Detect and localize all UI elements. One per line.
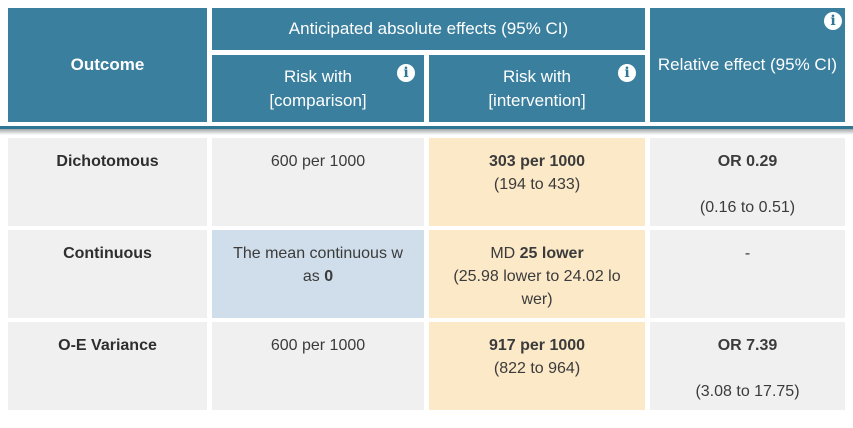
risk-intervention-cell: 917 per 1000 (822 to 964) (429, 322, 645, 410)
risk-comparison-header-label: Risk with [comparison] (269, 66, 367, 110)
relative-effect-cell: OR 7.39 (3.08 to 17.75) (650, 322, 845, 410)
table-body: Dichotomous 600 per 1000 303 per 1000 (1… (8, 138, 845, 410)
intervention-ci: (194 to 433) (493, 176, 581, 193)
intervention-value: MD 25 lower (490, 245, 584, 262)
relative-effect-ci: (3.08 to 17.75) (695, 383, 800, 400)
outcome-cell: Dichotomous (8, 138, 207, 226)
risk-intervention-cell: 303 per 1000 (194 to 433) (429, 138, 645, 226)
risk-intervention-header-label: Risk with [intervention] (488, 66, 586, 110)
relative-effect-value: OR 7.39 (717, 337, 778, 354)
outcome-cell: O-E Variance (8, 322, 207, 410)
risk-comparison-cell: The mean continuous was 0 (212, 230, 424, 318)
spacer (670, 265, 825, 288)
spacer (670, 173, 825, 196)
info-icon[interactable]: i (397, 64, 415, 82)
header-separator (0, 126, 853, 135)
header-separator-shadow (0, 129, 853, 135)
info-icon[interactable]: i (618, 64, 636, 82)
outcome-header-label: Outcome (70, 55, 145, 74)
relative-effect-header: Relative effect (95% CI) i (650, 8, 845, 122)
absolute-effects-header-label: Anticipated absolute effects (95% CI) (288, 19, 569, 38)
intervention-value: 917 per 1000 (488, 337, 586, 354)
spacer (670, 357, 825, 380)
risk-comparison-cell: 600 per 1000 (212, 138, 424, 226)
risk-intervention-cell: MD 25 lower (25.98 lower to 24.02 lower) (429, 230, 645, 318)
relative-effect-header-label: Relative effect (95% CI) (657, 55, 838, 74)
risk-comparison-cell: 600 per 1000 (212, 322, 424, 410)
outcome-header: Outcome (8, 8, 207, 122)
intervention-value: 303 per 1000 (488, 153, 586, 170)
absolute-effects-header: Anticipated absolute effects (95% CI) (212, 8, 645, 50)
intervention-ci: (25.98 lower to 24.02 lower) (453, 268, 621, 308)
intervention-ci: (822 to 964) (493, 360, 581, 377)
risk-comparison-header: Risk with [comparison] i (212, 55, 424, 122)
outcome-cell: Continuous (8, 230, 207, 318)
relative-effect-ci: (0.16 to 0.51) (699, 199, 796, 216)
relative-effect-value: OR 0.29 (717, 153, 778, 170)
header-separator-line (0, 126, 853, 129)
table-header: Outcome Anticipated absolute effects (95… (8, 8, 845, 122)
relative-effect-cell: OR 0.29 (0.16 to 0.51) (650, 138, 845, 226)
risk-intervention-header: Risk with [intervention] i (429, 55, 645, 122)
relative-effect-cell: - (650, 230, 845, 318)
relative-effect-value: - (744, 245, 751, 262)
info-icon[interactable]: i (824, 12, 842, 30)
